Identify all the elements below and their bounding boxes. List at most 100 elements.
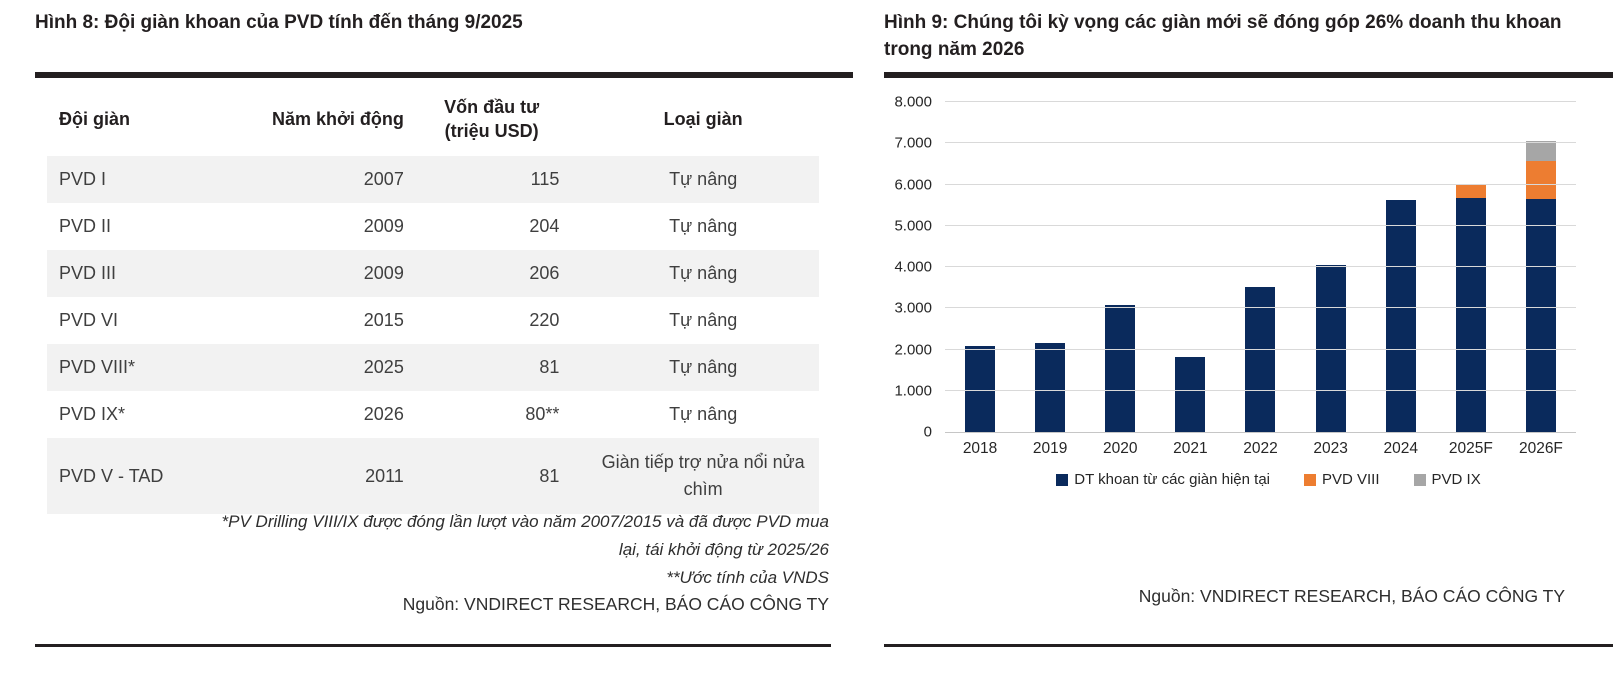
y-tick-label: 7.000: [894, 134, 932, 152]
legend-item-pvd-ix: PVD IX: [1413, 471, 1481, 488]
y-axis: 0 1.000 2.000 3.000 4.000 5.000 6.000 7.000 8.00…: [884, 94, 945, 441]
bar-slot: [1015, 102, 1085, 432]
table-header-row: Đội giàn Năm khởi động Vốn đầu tư (triệu…: [47, 78, 819, 156]
rig-type: Tự nâng: [669, 310, 738, 330]
bar-segment: [1525, 140, 1556, 162]
gridline: [945, 266, 1576, 267]
table-row: PVD V - TAD 2011 81 Giàn tiếp trợ nửa nổ…: [47, 438, 819, 514]
bar-slot: [945, 102, 1015, 432]
legend-label: DT khoan từ các giàn hiện tại: [1074, 471, 1270, 488]
figure-9-title: Hình 9: Chúng tôi kỳ vọng các giàn mới s…: [884, 12, 1562, 60]
figure-9-top-rule: [884, 72, 1613, 78]
column-header-type: Loại giàn: [663, 109, 743, 129]
bar-segment: [1175, 356, 1206, 432]
figure-9-bottom-rule: [884, 644, 1613, 647]
bar-2026F: [1525, 140, 1556, 432]
rig-type: Tự nâng: [669, 404, 738, 424]
rig-type: Tự nâng: [669, 216, 738, 236]
source-text: Nguồn: VNDIRECT RESEARCH, BÁO CÁO CÔNG T…: [402, 594, 829, 614]
bar-slot: [1506, 102, 1576, 432]
rig-capex: 220: [529, 310, 560, 330]
x-tick-label: 2025F: [1448, 440, 1493, 457]
rig-capex: 206: [529, 263, 560, 283]
table-row: PVD III 2009 206 Tự nâng: [47, 250, 819, 297]
table-row: PVD II 2009 204 Tự nâng: [47, 203, 819, 250]
figure-9-source: Nguồn: VNDIRECT RESEARCH, BÁO CÁO CÔNG T…: [884, 586, 1565, 607]
rig-capex: 80**: [525, 404, 560, 424]
legend-label: PVD VIII: [1322, 471, 1380, 488]
rig-capex: 204: [529, 216, 560, 236]
table-row: PVD VIII* 2025 81 Tự nâng: [47, 344, 819, 391]
footnote-line: lại, tái khởi động từ 2025/26: [618, 540, 829, 559]
bar-slot: [1366, 102, 1436, 432]
x-tick-label: 2026F: [1518, 440, 1563, 457]
chart-legend: DT khoan từ các giàn hiện tại PVD VIII P…: [924, 471, 1613, 488]
bar-slot: [1155, 102, 1225, 432]
x-axis: 2018 2019 2020 2021 2022 2023 2024 2025F 2026F: [945, 440, 1576, 458]
bar-2025F: [1455, 185, 1486, 432]
figure-8-source: Nguồn: VNDIRECT RESEARCH, BÁO CÁO CÔNG T…: [35, 594, 829, 615]
column-header-capex-line2: (triệu USD): [444, 121, 539, 141]
y-tick-label: 0: [923, 423, 932, 441]
rig-name: PVD I: [59, 169, 107, 189]
bar-slot: [1085, 102, 1155, 432]
legend-swatch-orange-icon: [1304, 473, 1316, 486]
gridline: [945, 389, 1576, 391]
y-tick-label: 8.000: [894, 93, 932, 111]
gridline: [945, 142, 1576, 144]
column-header-capex-line1: Vốn đầu tư: [444, 97, 540, 117]
column-header-capex: Vốn đầu tư (triệu USD): [410, 78, 588, 156]
rig-name: PVD VIII*: [59, 357, 136, 377]
y-tick-label: 6.000: [894, 176, 932, 193]
rig-name: PVD VI: [59, 310, 119, 330]
rig-year: 2025: [363, 357, 404, 377]
footnote-line: **Ước tính của VNDS: [666, 568, 829, 587]
table-row: PVD IX* 2026 80** Tự nâng: [47, 391, 819, 438]
x-tick-label: 2018: [962, 440, 998, 457]
figure-9-panel: Hình 9: Chúng tôi kỳ vọng các giàn mới s…: [884, 0, 1613, 680]
x-tick-label: 2020: [1103, 440, 1138, 457]
bar-2022: [1245, 286, 1276, 432]
figure-8-panel: Hình 8: Đội giàn khoan của PVD tính đến …: [35, 0, 853, 680]
rig-type: Tự nâng: [669, 357, 738, 377]
y-tick-label: 2.000: [894, 341, 932, 358]
rig-year: 2009: [363, 263, 404, 283]
y-tick-label: 4.000: [894, 258, 932, 276]
rig-type: Tự nâng: [669, 169, 738, 189]
x-tick-label: 2019: [1032, 440, 1068, 457]
figure-8-bottom-rule: [35, 644, 831, 647]
gridline: [945, 348, 1576, 350]
bar-segment: [1385, 200, 1416, 432]
chart-body: 0 1.000 2.000 3.000 4.000 5.000 6.000 7.000 8.00…: [884, 94, 1613, 441]
bar-segment: [1245, 286, 1276, 432]
legend-item-existing-rigs: DT khoan từ các giàn hiện tại: [1056, 471, 1270, 488]
bar-2021: [1175, 356, 1206, 432]
y-tick-label: 1.000: [894, 382, 932, 400]
rig-year: 2009: [363, 216, 404, 236]
table-footnotes: *PV Drilling VIII/IX được đóng lần lượt …: [35, 508, 829, 592]
rig-name: PVD V - TAD: [59, 465, 164, 486]
figure-8-top-rule: [35, 72, 853, 78]
plot-area: [945, 101, 1576, 433]
bar-slot: [1436, 102, 1506, 432]
legend-swatch-gray-icon: [1413, 473, 1426, 486]
bars-layer: [945, 102, 1576, 432]
footnote-line: *PV Drilling VIII/IX được đóng lần lượt …: [221, 512, 829, 531]
x-tick-label: 2022: [1243, 440, 1278, 457]
rig-name: PVD IX*: [59, 404, 126, 424]
bar-slot: [1225, 102, 1295, 432]
bar-2018: [965, 346, 996, 432]
gridline: [945, 307, 1576, 309]
legend-label: PVD IX: [1431, 471, 1481, 488]
bar-segment: [1455, 197, 1486, 432]
source-text: Nguồn: VNDIRECT RESEARCH, BÁO CÁO CÔNG T…: [1138, 586, 1565, 606]
legend-swatch-navy-icon: [1056, 473, 1069, 486]
bar-slot: [1296, 102, 1366, 432]
figure-8-title: Hình 8: Đội giàn khoan của PVD tính đến …: [35, 12, 523, 33]
bar-2020: [1105, 304, 1136, 432]
bar-2019: [1035, 342, 1066, 432]
revenue-stacked-bar-chart: 0 1.000 2.000 3.000 4.000 5.000 6.000 7.000 8.00…: [884, 84, 1613, 488]
bar-segment: [1525, 161, 1556, 199]
rig-year: 2015: [363, 310, 404, 330]
table-row: PVD I 2007 115 Tự nâng: [47, 156, 819, 203]
